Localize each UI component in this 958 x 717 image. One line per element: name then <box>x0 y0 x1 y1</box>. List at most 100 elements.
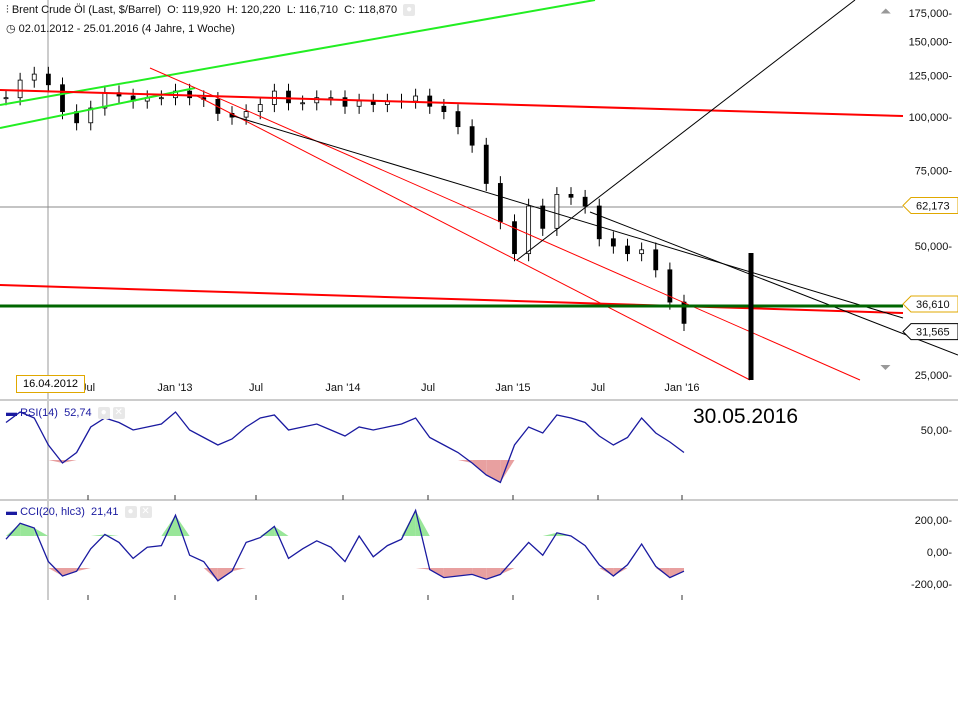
clock-icon: ◷ <box>6 23 16 35</box>
crosshair-date-label: 16.04.2012 <box>16 375 86 393</box>
cci-line <box>5 508 685 582</box>
candle-body <box>356 100 362 107</box>
cci-oversold-fill <box>486 568 501 580</box>
cci-close-button[interactable]: ✕ <box>139 506 152 519</box>
chart-header: ⫶ Brent Crude Öl (Last, $/Barrel) O: 119… <box>6 4 416 17</box>
cci-overbought-fill <box>20 523 35 536</box>
cci-settings-button[interactable]: ● <box>124 506 137 519</box>
cci-oversold-fill <box>76 568 91 572</box>
time-tick-label: Jan '13 <box>157 382 192 394</box>
cci-overbought-fill <box>175 515 190 536</box>
red-support-line <box>0 284 904 314</box>
red-channel-upper <box>149 67 861 381</box>
candle-body <box>60 84 65 113</box>
date-range: ◷ 02.01.2012 - 25.01.2016 (4 Jahre, 1 Wo… <box>6 22 235 35</box>
candle-body <box>413 95 419 102</box>
time-tick-label: Jan '16 <box>664 382 699 394</box>
candle-body <box>568 194 574 198</box>
rsi-settings-button[interactable]: ● <box>97 407 110 420</box>
cci-title: CCI(20, hlc3) <box>20 506 85 518</box>
red-resistance-line <box>0 89 904 117</box>
price-tick-label: 150,000- <box>909 37 953 49</box>
time-tick-label: Jul <box>421 382 435 394</box>
red-channel-lower <box>194 94 751 381</box>
candle-body <box>17 79 23 99</box>
cci-tick-label: 0,00- <box>927 547 952 559</box>
cci-overbought-fill <box>542 532 557 536</box>
cci-overbought-fill <box>34 528 49 536</box>
price-tick-label: 125,000- <box>909 71 953 83</box>
rsi-close-button[interactable]: ✕ <box>112 407 125 420</box>
candle-body <box>582 196 588 207</box>
price-tick-label: 175,000- <box>909 8 953 20</box>
black-trendline-down <box>229 114 904 319</box>
candle-body <box>187 90 193 99</box>
rsi-oversold-fill <box>500 460 515 483</box>
green-channel-upper <box>0 0 596 106</box>
cci-overbought-fill <box>90 534 105 536</box>
cci-tick-label: -200,00- <box>911 579 952 591</box>
candle-body <box>31 73 37 81</box>
scroll-up-icon: ⏶ <box>880 3 891 19</box>
candle-body <box>554 194 560 229</box>
cci-oversold-fill <box>415 568 430 570</box>
time-tick-label: Jan '14 <box>325 382 360 394</box>
rsi-legend: ▬ RSI(14) 52,74 ● ✕ <box>6 407 125 420</box>
price-marker-label: 36,610 <box>916 299 950 311</box>
date-annotation: 30.05.2016 <box>693 405 799 428</box>
cci-oversold-fill <box>458 568 473 576</box>
low-value: L: 116,710 <box>286 4 338 16</box>
rsi-title: RSI(14) <box>20 407 58 419</box>
cci-oversold-fill <box>48 568 63 576</box>
cci-oversold-fill <box>217 568 232 581</box>
cci-overbought-fill <box>415 510 430 536</box>
cci-legend: ▬ CCI(20, hlc3) 21,41 ● ✕ <box>6 506 152 519</box>
price-marker <box>902 323 958 341</box>
candle-body <box>286 90 291 104</box>
scroll-down-icon: ⏷ <box>880 359 891 375</box>
candle-body <box>441 105 447 113</box>
candle-body <box>45 73 51 86</box>
cci-overbought-fill <box>161 515 176 536</box>
time-tick-label: Jul <box>249 382 263 394</box>
price-tick-label: 25,000- <box>915 370 953 382</box>
candle-body <box>243 111 249 118</box>
settings-button[interactable]: ● <box>403 4 416 17</box>
candle-body <box>469 126 475 146</box>
cci-tick-label: 200,00- <box>915 515 953 527</box>
price-marker-label: 31,565 <box>916 327 950 339</box>
cci-overbought-fill <box>104 534 119 536</box>
price-tick-label: 50,000- <box>915 241 953 253</box>
date-range-text: 02.01.2012 - 25.01.2016 (4 Jahre, 1 Woch… <box>18 23 235 35</box>
black-trendline-down-2 <box>589 211 958 356</box>
candle-body <box>596 205 602 240</box>
black-trendline-up <box>516 0 856 261</box>
indicator-settings-icon[interactable]: ⫶ <box>6 4 9 16</box>
instrument-title: Brent Crude Öl (Last, $/Barrel) <box>11 4 161 16</box>
candle-body <box>512 221 517 255</box>
rsi-line <box>5 411 685 484</box>
candle-body <box>257 104 263 113</box>
close-value: C: 118,870 <box>344 4 398 16</box>
cci-oversold-fill <box>62 568 77 576</box>
cci-oversold-fill <box>443 568 458 578</box>
cci-overbought-fill <box>401 510 416 536</box>
candle-body <box>540 205 546 229</box>
rsi-tick-label: 50,00- <box>921 425 953 437</box>
cci-value: 21,41 <box>90 506 119 518</box>
time-tick-label: Jul <box>591 382 605 394</box>
cci-oversold-fill <box>472 568 487 580</box>
candle-body <box>667 269 673 303</box>
candle-body <box>483 144 489 184</box>
cci-oversold-fill <box>669 568 684 578</box>
price-marker-label: 62,173 <box>916 201 950 213</box>
price-tick-label: 100,000- <box>909 112 953 124</box>
candle-body <box>314 97 320 104</box>
rsi-value: 52,74 <box>64 407 92 419</box>
candle-body <box>639 249 645 255</box>
cci-oversold-fill <box>203 568 218 581</box>
candle-body <box>625 245 630 255</box>
candle-body <box>427 95 433 107</box>
open-value: O: 119,920 <box>167 4 221 16</box>
